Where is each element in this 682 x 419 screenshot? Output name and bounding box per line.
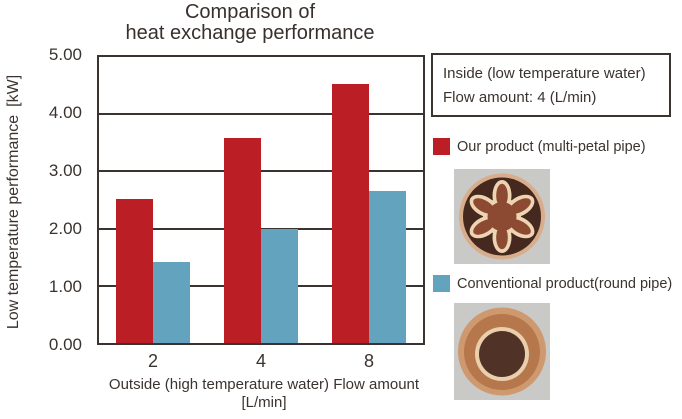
- gridline: [99, 113, 423, 116]
- chart-title: Comparison of heat exchange performance: [43, 2, 457, 44]
- bar-conventional-x4: [261, 228, 299, 343]
- legend-label-our-product: Our product (multi-petal pipe): [457, 138, 646, 155]
- x-tick-labels: 2 4 8: [99, 351, 423, 373]
- info-box-line1: Inside (low temperature water): [443, 65, 646, 82]
- y-tick-label: 4.00: [48, 103, 82, 122]
- x-axis-label-line1: Outside (high temperature water) Flow am…: [108, 376, 420, 393]
- y-tick-label: 0.00: [48, 335, 82, 354]
- legend-our-product: Our product (multi-petal pipe): [433, 138, 646, 155]
- bar-conventional-x2: [153, 262, 191, 343]
- inside-flow-info-box: Inside (low temperature water) Flow amou…: [431, 53, 671, 117]
- bar-our-product-x2: [115, 198, 153, 343]
- y-axis-label: Low temperature performance [kW]: [5, 74, 22, 330]
- x-tick-label: 4: [255, 351, 267, 371]
- x-axis-label-line2: [L/min]: [241, 394, 287, 411]
- round-pipe-photo: [454, 303, 550, 400]
- info-box-line2: Flow amount: 4 (L/min): [443, 89, 597, 106]
- x-axis-label: Outside (high temperature water) Flow am…: [57, 376, 471, 412]
- legend-swatch-conventional: [433, 275, 450, 292]
- y-tick-label: 5.00: [48, 45, 82, 64]
- chart-title-line1: Comparison of: [184, 1, 316, 23]
- plot-area: [97, 55, 425, 345]
- bar-our-product-x8: [331, 84, 369, 343]
- y-tick-label: 1.00: [48, 277, 82, 296]
- legend-swatch-our-product: [433, 138, 450, 155]
- bar-our-product-x4: [223, 138, 261, 343]
- y-tick-labels: 5.00 4.00 3.00 2.00 1.00 0.00: [26, 45, 88, 354]
- legend-conventional: Conventional product(round pipe): [433, 275, 672, 292]
- x-tick-label: 2: [147, 351, 159, 371]
- chart-title-line2: heat exchange performance: [125, 22, 375, 44]
- legend-label-conventional: Conventional product(round pipe): [457, 275, 673, 292]
- y-tick-label: 2.00: [48, 219, 82, 238]
- x-tick-label: 8: [363, 351, 375, 371]
- bar-conventional-x8: [369, 191, 407, 343]
- gridline: [99, 170, 423, 173]
- multi-petal-pipe-photo: [454, 169, 550, 264]
- y-tick-label: 3.00: [48, 161, 82, 180]
